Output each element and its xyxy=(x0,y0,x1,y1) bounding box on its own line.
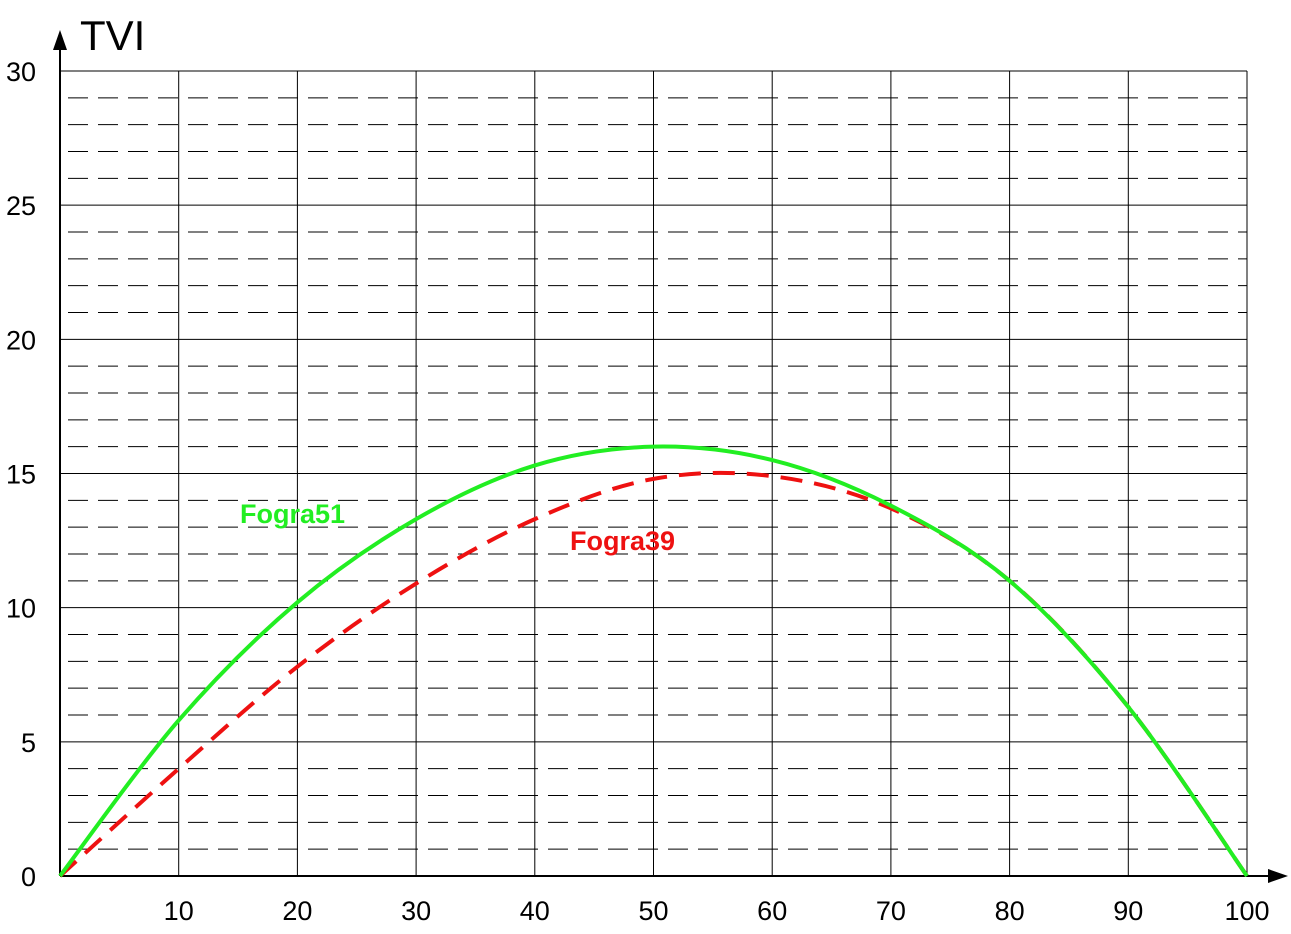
axes xyxy=(53,30,1288,883)
y-tick-label: 15 xyxy=(6,460,36,490)
series-label-fogra39: Fogra39 xyxy=(570,526,675,556)
x-tick-label: 20 xyxy=(282,896,312,926)
x-axis-arrow xyxy=(1268,869,1288,883)
series-label-fogra51: Fogra51 xyxy=(240,499,345,529)
tick-labels: 10 20 30 40 50 60 70 80 90 100 0 5 10 15 20 25 30 xyxy=(6,57,1270,926)
x-tick-label: 90 xyxy=(1113,896,1143,926)
y-tick-label: 30 xyxy=(6,57,36,87)
x-tick-label: 60 xyxy=(757,896,787,926)
x-tick-label: 80 xyxy=(995,896,1025,926)
x-tick-label: 40 xyxy=(520,896,550,926)
x-tick-label: 10 xyxy=(164,896,194,926)
y-tick-label: 20 xyxy=(6,325,36,355)
major-grid xyxy=(60,70,1248,876)
y-axis-title: TVI xyxy=(80,12,145,59)
series-line-fogra51 xyxy=(58,444,1249,878)
x-tick-label: 30 xyxy=(401,896,431,926)
y-axis-arrow xyxy=(53,30,67,50)
x-tick-label: 50 xyxy=(638,896,668,926)
y-tick-label: 10 xyxy=(6,594,36,624)
x-tick-label: 70 xyxy=(876,896,906,926)
y-tick-label: 0 xyxy=(21,862,36,892)
x-tick-label: 100 xyxy=(1224,896,1269,926)
series-layer xyxy=(58,444,1249,878)
y-tick-label: 25 xyxy=(6,191,36,221)
y-tick-label: 5 xyxy=(21,728,36,758)
